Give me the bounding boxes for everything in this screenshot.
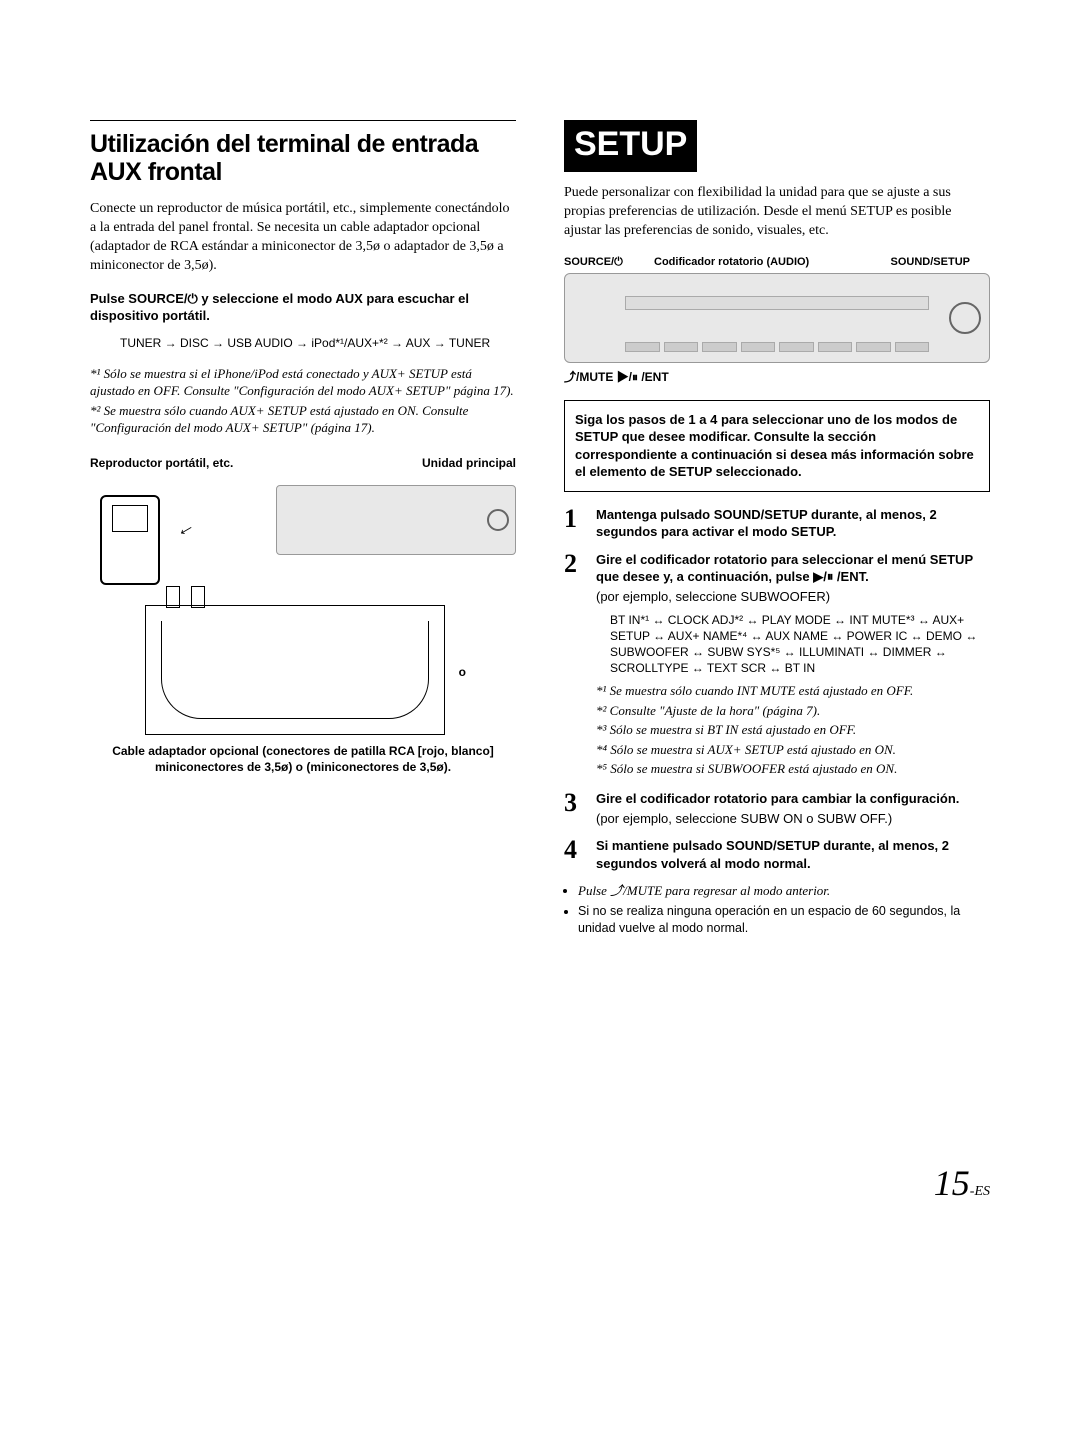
left-footnotes: *¹ Sólo se muestra si el iPhone/iPod est…: [90, 365, 516, 437]
mute-ent-label: ⤴/MUTE ▶/⏸ /ENT: [564, 369, 990, 385]
step-4-num: 4: [564, 837, 586, 872]
device-top-labels: SOURCE/⏻ Codificador rotatorio (AUDIO) S…: [564, 255, 990, 270]
setup-steps: 1 Mantenga pulsado SOUND/SETUP durante, …: [564, 506, 990, 872]
instr-button: SOURCE/⏻: [128, 291, 198, 306]
head-unit-diagram: [564, 273, 990, 363]
portable-label: Reproductor portátil, etc.: [90, 455, 233, 471]
button-row-icon: [625, 342, 929, 352]
step-2-fn-4: *⁴ Sólo se muestra si AUX+ SETUP está aj…: [596, 741, 990, 759]
tuner-mode-chain: TUNER → DISC → USB AUDIO → iPod*¹/AUX+*²…: [120, 335, 516, 351]
right-intro: Puede personalizar con flexibilidad la u…: [564, 184, 990, 241]
step-1: 1 Mantenga pulsado SOUND/SETUP durante, …: [564, 506, 990, 541]
step-2: 2 Gire el codificador rotatorio para sel…: [564, 551, 990, 780]
step-1-num: 1: [564, 506, 586, 541]
instr-prefix: Pulse: [90, 291, 128, 306]
step-2-fn-2: *² Consulte "Ajuste de la hora" (página …: [596, 702, 990, 720]
chapter-title: SETUP: [564, 120, 697, 172]
connection-diagram: ← o: [90, 475, 516, 735]
diagram-caption: Cable adaptador opcional (conectores de …: [90, 743, 516, 775]
cd-slot-icon: [625, 296, 929, 310]
step-2-fn-3: *³ Sólo se muestra si BT IN está ajustad…: [596, 721, 990, 739]
aux-instruction: Pulse SOURCE/⏻ y seleccione el modo AUX …: [90, 290, 516, 325]
end-bullet-2: Si no se realiza ninguna operación en un…: [578, 903, 990, 937]
step-2-sub: (por ejemplo, seleccione SUBWOOFER): [596, 588, 990, 606]
main-unit-label: Unidad principal: [422, 455, 516, 471]
step-2-num: 2: [564, 551, 586, 780]
end-bullets: Pulse ⤴/MUTE para regresar al modo anter…: [564, 882, 990, 936]
step-4: 4 Si mantiene pulsado SOUND/SETUP durant…: [564, 837, 990, 872]
step-4-title: Si mantiene pulsado SOUND/SETUP durante,…: [596, 837, 990, 872]
right-column: SETUP Puede personalizar con flexibilida…: [564, 120, 990, 939]
head-unit-icon: [276, 485, 516, 555]
step-1-title: Mantenga pulsado SOUND/SETUP durante, al…: [596, 506, 990, 541]
or-label: o: [459, 664, 466, 680]
source-label: SOURCE/⏻: [564, 255, 649, 270]
left-heading: Utilización del terminal de entrada AUX …: [90, 131, 516, 186]
diagram-labels-row: Reproductor portátil, etc. Unidad princi…: [90, 455, 516, 471]
page-num-main: 15: [934, 1163, 970, 1203]
setup-info-box: Siga los pasos de 1 a 4 para seleccionar…: [564, 400, 990, 492]
left-footnote-1: *¹ Sólo se muestra si el iPhone/iPod est…: [90, 365, 516, 400]
rotary-knob-icon: [949, 302, 981, 334]
portable-player-icon: [100, 495, 160, 585]
rca-cable-icon: [145, 605, 445, 735]
step-3-title: Gire el codificador rotatorio para cambi…: [596, 790, 990, 808]
step-3: 3 Gire el codificador rotatorio para cam…: [564, 790, 990, 827]
step-2-footnotes: *¹ Se muestra sólo cuando INT MUTE está …: [596, 682, 990, 778]
rotary-encoder-label: Codificador rotatorio (AUDIO): [649, 255, 870, 270]
step-2-title: Gire el codificador rotatorio para selec…: [596, 551, 990, 586]
step-3-num: 3: [564, 790, 586, 827]
left-column: Utilización del terminal de entrada AUX …: [90, 120, 516, 939]
page-num-suffix: -ES: [970, 1184, 990, 1199]
left-intro: Conecte un reproductor de música portáti…: [90, 200, 516, 276]
page-number: 15-ES: [90, 1159, 990, 1208]
setup-chain: BT IN*¹ ↔ CLOCK ADJ*² ↔ PLAY MODE ↔ INT …: [610, 612, 990, 677]
step-2-fn-1: *¹ Se muestra sólo cuando INT MUTE está …: [596, 682, 990, 700]
end-bullet-1: Pulse ⤴/MUTE para regresar al modo anter…: [578, 882, 990, 900]
arrow-icon: ←: [170, 512, 201, 545]
left-rule: [90, 120, 516, 121]
left-footnote-2: *² Se muestra sólo cuando AUX+ SETUP est…: [90, 402, 516, 437]
step-2-fn-5: *⁵ Sólo se muestra si SUBWOOFER está aju…: [596, 760, 990, 778]
sound-setup-label: SOUND/SETUP: [870, 255, 990, 270]
step-3-sub: (por ejemplo, seleccione SUBW ON o SUBW …: [596, 810, 990, 828]
page-columns: Utilización del terminal de entrada AUX …: [90, 120, 990, 939]
